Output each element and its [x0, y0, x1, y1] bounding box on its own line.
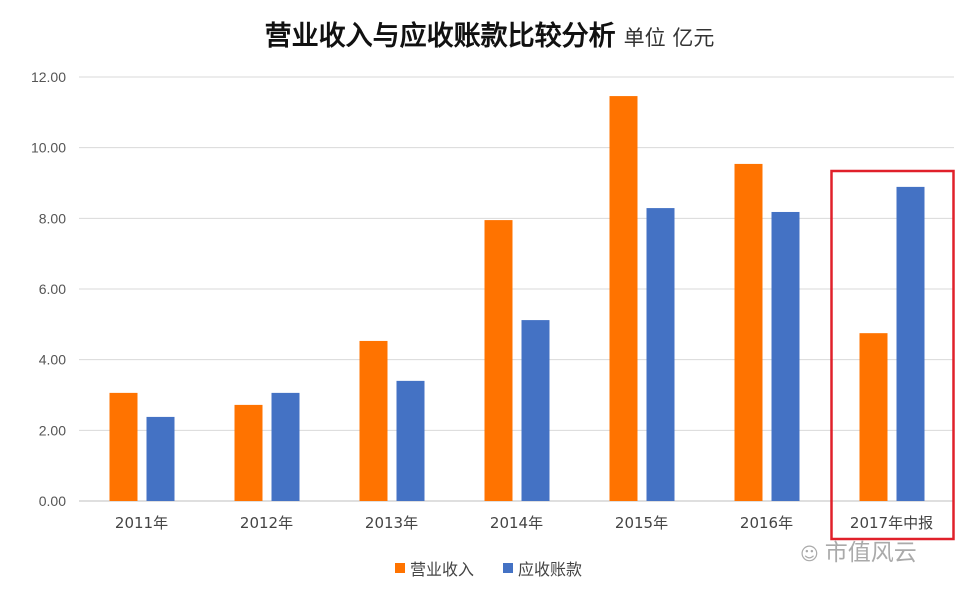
wechat-icon: ☺ [800, 544, 819, 565]
y-tick-label: 2.00 [39, 422, 66, 438]
bar-revenue [859, 333, 888, 501]
bar-receivables [521, 320, 550, 501]
chart-unit: 单位 亿元 [623, 26, 715, 50]
highlight-box [830, 169, 955, 541]
y-tick-label: 10.00 [31, 140, 66, 156]
bar-revenue [359, 340, 388, 501]
chart-title-block: 营业收入与应收账款比较分析 单位 亿元 [0, 14, 979, 53]
bar-receivables [146, 416, 175, 501]
y-tick-label: 8.00 [39, 210, 66, 226]
legend-swatch [503, 563, 513, 573]
x-tick-label: 2014年 [490, 514, 543, 532]
y-tick-label: 0.00 [39, 493, 66, 509]
y-tick-label: 6.00 [39, 281, 66, 297]
bar-revenue [484, 220, 513, 501]
bar-revenue [234, 404, 263, 501]
chart-title: 营业收入与应收账款比较分析 [264, 21, 616, 52]
x-tick-label: 2015年 [615, 514, 668, 532]
x-tick-label: 2012年 [240, 514, 293, 532]
watermark: ☺ 市值风云 [800, 533, 917, 567]
y-tick-label: 4.00 [39, 352, 66, 368]
x-tick-label: 2016年 [740, 514, 793, 532]
x-tick-label: 2011年 [115, 514, 168, 532]
bar-revenue [609, 96, 638, 501]
watermark-text: 市值风云 [824, 540, 917, 566]
y-tick-label: 12.00 [31, 69, 66, 85]
x-tick-label: 2017年中报 [850, 514, 933, 532]
bar-receivables [896, 186, 925, 502]
bar-receivables [271, 392, 300, 501]
legend-label: 应收账款 [518, 560, 582, 579]
bar-revenue [734, 163, 763, 502]
x-tick-label: 2013年 [365, 514, 418, 532]
bar-receivables [646, 208, 675, 501]
legend-swatch [395, 563, 405, 573]
bar-receivables [396, 380, 425, 501]
bar-revenue [109, 392, 138, 501]
bar-receivables [771, 211, 800, 501]
legend-label: 营业收入 [410, 560, 474, 579]
